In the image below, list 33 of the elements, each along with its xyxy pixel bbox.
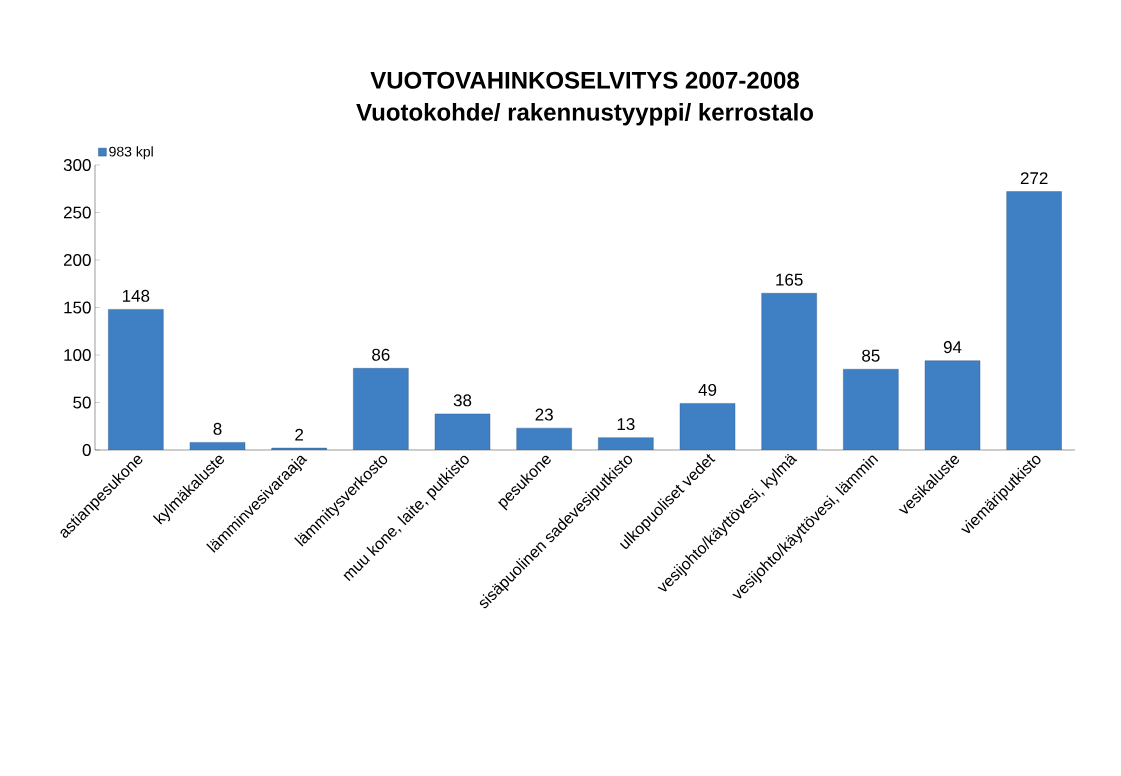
chart-title: VUOTOVAHINKOSELVITYS 2007-2008	[370, 71, 799, 89]
y-tick-label: 300	[63, 158, 91, 172]
bar	[516, 427, 572, 450]
y-tick-label: 0	[82, 443, 91, 457]
bar	[189, 442, 246, 450]
data-label: 165	[776, 273, 803, 286]
y-tick-label: 150	[64, 301, 91, 314]
y-tick-label: 200	[63, 253, 91, 267]
data-label: 85	[862, 349, 880, 362]
data-label: 272	[1020, 172, 1048, 185]
data-label: 38	[453, 394, 472, 407]
data-label: 49	[698, 383, 717, 396]
bar	[761, 293, 817, 450]
y-tick-label: 50	[73, 396, 91, 409]
legend-label: 983 kpl	[109, 146, 153, 160]
bar	[108, 309, 164, 450]
data-label: 23	[535, 408, 553, 421]
y-tick-label: 100	[64, 348, 91, 362]
bar	[434, 413, 491, 450]
bar	[1006, 191, 1062, 450]
bar	[598, 437, 654, 450]
data-label: 2	[295, 428, 304, 441]
bar	[679, 403, 736, 450]
data-label: 13	[617, 418, 635, 431]
data-label: 94	[943, 341, 962, 354]
y-tick-label: 250	[63, 206, 91, 219]
data-label: 148	[122, 289, 150, 302]
bar	[924, 360, 981, 450]
bar	[843, 369, 899, 450]
data-label: 86	[372, 348, 390, 361]
chart-subtitle: Vuotokohde/ rakennustyyppi/ kerrostalo	[356, 103, 813, 126]
bar	[353, 368, 409, 450]
data-label: 8	[213, 422, 222, 435]
